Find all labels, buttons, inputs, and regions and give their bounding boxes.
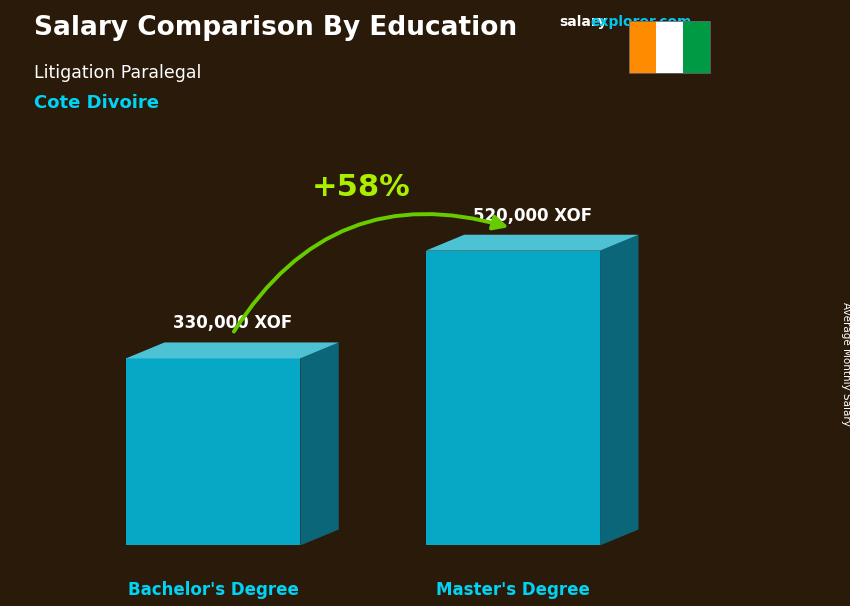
Polygon shape [426, 235, 638, 251]
Text: Litigation Paralegal: Litigation Paralegal [34, 64, 201, 82]
Polygon shape [426, 251, 600, 545]
Text: Average Monthly Salary: Average Monthly Salary [841, 302, 850, 425]
Text: Salary Comparison By Education: Salary Comparison By Education [34, 15, 517, 41]
Text: explorer.com: explorer.com [591, 15, 692, 29]
Text: +58%: +58% [312, 173, 411, 202]
Polygon shape [600, 235, 638, 545]
Text: Master's Degree: Master's Degree [436, 581, 590, 599]
Text: Bachelor's Degree: Bachelor's Degree [128, 581, 298, 599]
Polygon shape [300, 342, 338, 545]
Polygon shape [126, 342, 338, 358]
Text: 520,000 XOF: 520,000 XOF [473, 207, 592, 225]
Text: Cote Divoire: Cote Divoire [34, 94, 159, 112]
Text: salary: salary [559, 15, 607, 29]
Polygon shape [126, 358, 300, 545]
Text: 330,000 XOF: 330,000 XOF [173, 315, 292, 332]
FancyArrowPatch shape [234, 214, 504, 331]
